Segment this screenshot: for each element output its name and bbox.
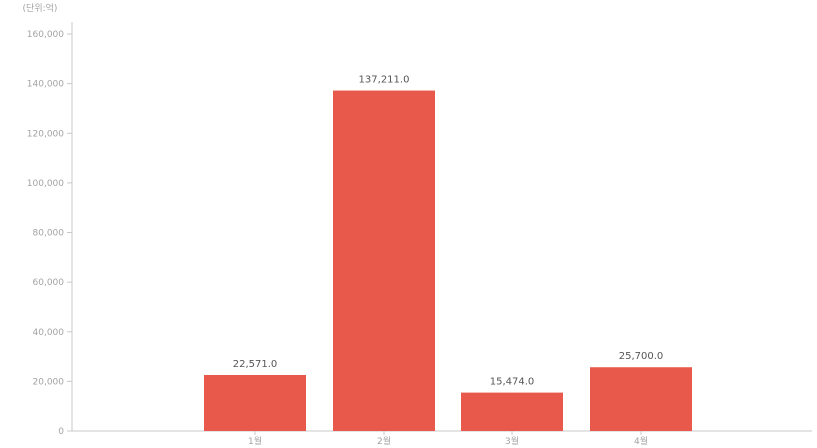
y-tick-label: 120,000: [27, 129, 64, 139]
bar-value-label: 25,700.0: [619, 351, 664, 362]
bars-group: [204, 90, 692, 432]
x-axis-labels: 1월 2월 3월 4월: [248, 431, 648, 447]
y-tick-label: 160,000: [27, 30, 64, 40]
x-category-label: 2월: [377, 435, 391, 447]
y-tick-label: 140,000: [27, 80, 64, 90]
y-tick-label: 40,000: [33, 328, 65, 338]
y-axis-unit-label: (단위:억): [23, 2, 58, 14]
y-tick-label: 80,000: [33, 229, 65, 239]
x-category-label: 4월: [634, 435, 648, 447]
y-tick-label: 0: [58, 427, 64, 437]
y-axis-ticks: 0 20,000 40,000 60,000 80,000 100,000 120,000 1…: [27, 30, 72, 437]
bar: [461, 392, 563, 431]
bar: [333, 90, 435, 432]
x-category-label: 1월: [248, 435, 262, 447]
bar: [590, 367, 692, 431]
x-category-label: 3월: [505, 435, 519, 447]
bar-value-label: 137,211.0: [359, 75, 410, 86]
bar-value-label: 22,571.0: [233, 359, 278, 370]
y-tick-label: 100,000: [27, 179, 64, 189]
bar: [204, 374, 306, 431]
bar-value-label: 15,474.0: [490, 377, 535, 388]
y-tick-label: 60,000: [33, 278, 65, 288]
y-tick-label: 20,000: [33, 377, 65, 387]
value-labels-group: 22,571.0 137,211.0 15,474.0 25,700.0: [233, 75, 664, 388]
